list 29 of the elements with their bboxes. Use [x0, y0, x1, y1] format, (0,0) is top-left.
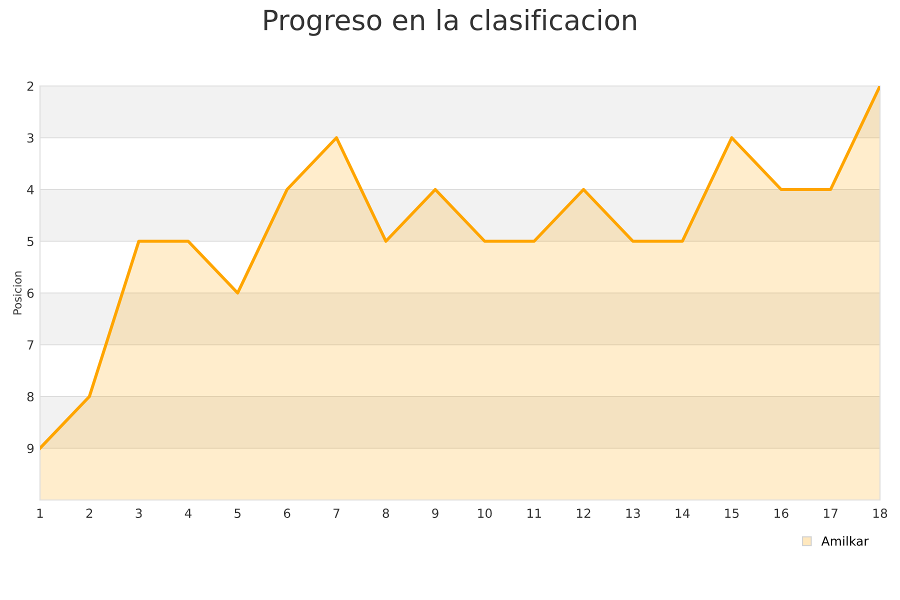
x-tick-label: 7: [334, 508, 340, 518]
y-tick-label: 7: [28, 340, 34, 350]
x-tick-label: 6: [284, 508, 290, 518]
y-tick-label: 8: [27, 392, 34, 402]
x-tick-label: 15: [725, 508, 739, 518]
x-tick-label: 5: [234, 508, 241, 518]
x-tick-label: 11: [528, 508, 541, 518]
x-tick-label: 4: [184, 508, 192, 518]
x-tick-label: 18: [873, 508, 888, 518]
y-tick-label: 5: [27, 236, 34, 246]
x-tick-label: 1: [37, 508, 43, 518]
y-tick-label: 3: [27, 133, 34, 143]
x-tick-label: 2: [86, 508, 92, 518]
y-tick-label: 6: [27, 288, 34, 298]
y-tick-label: 9: [27, 444, 34, 454]
x-tick-label: 13: [626, 508, 640, 518]
x-tick-label: 8: [382, 508, 390, 518]
x-tick-label: 14: [676, 508, 690, 518]
y-tick-label: 4: [27, 185, 34, 194]
x-tick-label: 12: [576, 508, 590, 518]
x-tick-label: 10: [478, 508, 492, 518]
x-tick-label: 9: [432, 508, 438, 518]
legend-label: Amilkar: [821, 536, 869, 546]
x-tick-label: 17: [824, 508, 838, 518]
x-tick-label: 3: [136, 508, 142, 518]
chart-title: Progreso en la clasificacion: [264, 9, 636, 36]
y-tick-label: 2: [27, 81, 34, 91]
y-axis-title: Posicion: [12, 271, 22, 314]
x-tick-label: 16: [774, 508, 788, 518]
